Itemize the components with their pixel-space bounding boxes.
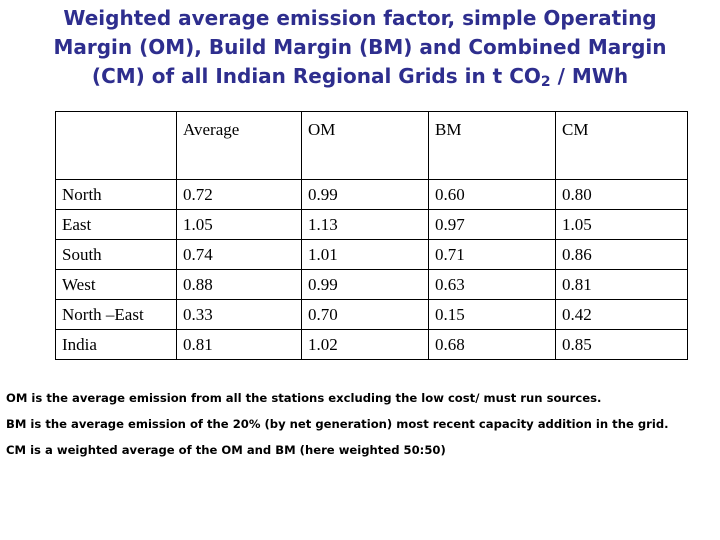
slide-title: Weighted average emission factor, simple… [0,4,720,91]
note-cm: CM is a weighted average of the OM and B… [6,443,446,457]
region-cell: India [55,329,177,360]
table-header-row: Average OM BM CM [55,111,688,180]
table-row: East 1.05 1.13 0.97 1.05 [55,209,688,240]
definition-notes: OM is the average emission from all the … [6,385,718,463]
value-cell: 0.86 [555,239,688,270]
header-cell: CM [555,111,688,180]
table-row: North –East 0.33 0.70 0.15 0.42 [55,299,688,330]
value-cell: 1.01 [301,239,429,270]
region-cell: South [55,239,177,270]
value-cell: 0.81 [176,329,302,360]
value-cell: 0.68 [428,329,556,360]
value-cell: 0.63 [428,269,556,300]
title-line-3-prefix: (CM) of all Indian Regional Grids in t C… [91,64,541,88]
title-line-1: Weighted average emission factor, simple… [63,6,657,30]
table-row: North 0.72 0.99 0.60 0.80 [55,179,688,210]
value-cell: 0.80 [555,179,688,210]
value-cell: 0.33 [176,299,302,330]
value-cell: 0.71 [428,239,556,270]
value-cell: 1.05 [176,209,302,240]
emission-factor-table: Average OM BM CM North 0.72 0.99 0.60 0.… [55,111,688,360]
value-cell: 1.13 [301,209,429,240]
value-cell: 0.88 [176,269,302,300]
region-cell: North –East [55,299,177,330]
header-cell [55,111,177,180]
header-cell: Average [176,111,302,180]
title-line-3-suffix: / MWh [550,64,629,88]
title-line-3: (CM) of all Indian Regional Grids in t C… [0,62,720,91]
value-cell: 0.99 [301,179,429,210]
region-cell: East [55,209,177,240]
table-row: India 0.81 1.02 0.68 0.85 [55,329,688,360]
region-cell: West [55,269,177,300]
note-om: OM is the average emission from all the … [6,391,602,405]
title-subscript: 2 [540,74,551,90]
table-row: South 0.74 1.01 0.71 0.86 [55,239,688,270]
value-cell: 0.85 [555,329,688,360]
title-line-2: Margin (OM), Build Margin (BM) and Combi… [53,35,667,59]
value-cell: 0.74 [176,239,302,270]
region-cell: North [55,179,177,210]
value-cell: 1.02 [301,329,429,360]
note-bm: BM is the average emission of the 20% (b… [6,417,669,431]
value-cell: 0.81 [555,269,688,300]
value-cell: 0.60 [428,179,556,210]
table-row: West 0.88 0.99 0.63 0.81 [55,269,688,300]
value-cell: 0.72 [176,179,302,210]
value-cell: 0.99 [301,269,429,300]
header-cell: BM [428,111,556,180]
value-cell: 1.05 [555,209,688,240]
header-cell: OM [301,111,429,180]
value-cell: 0.97 [428,209,556,240]
value-cell: 0.70 [301,299,429,330]
value-cell: 0.15 [428,299,556,330]
value-cell: 0.42 [555,299,688,330]
